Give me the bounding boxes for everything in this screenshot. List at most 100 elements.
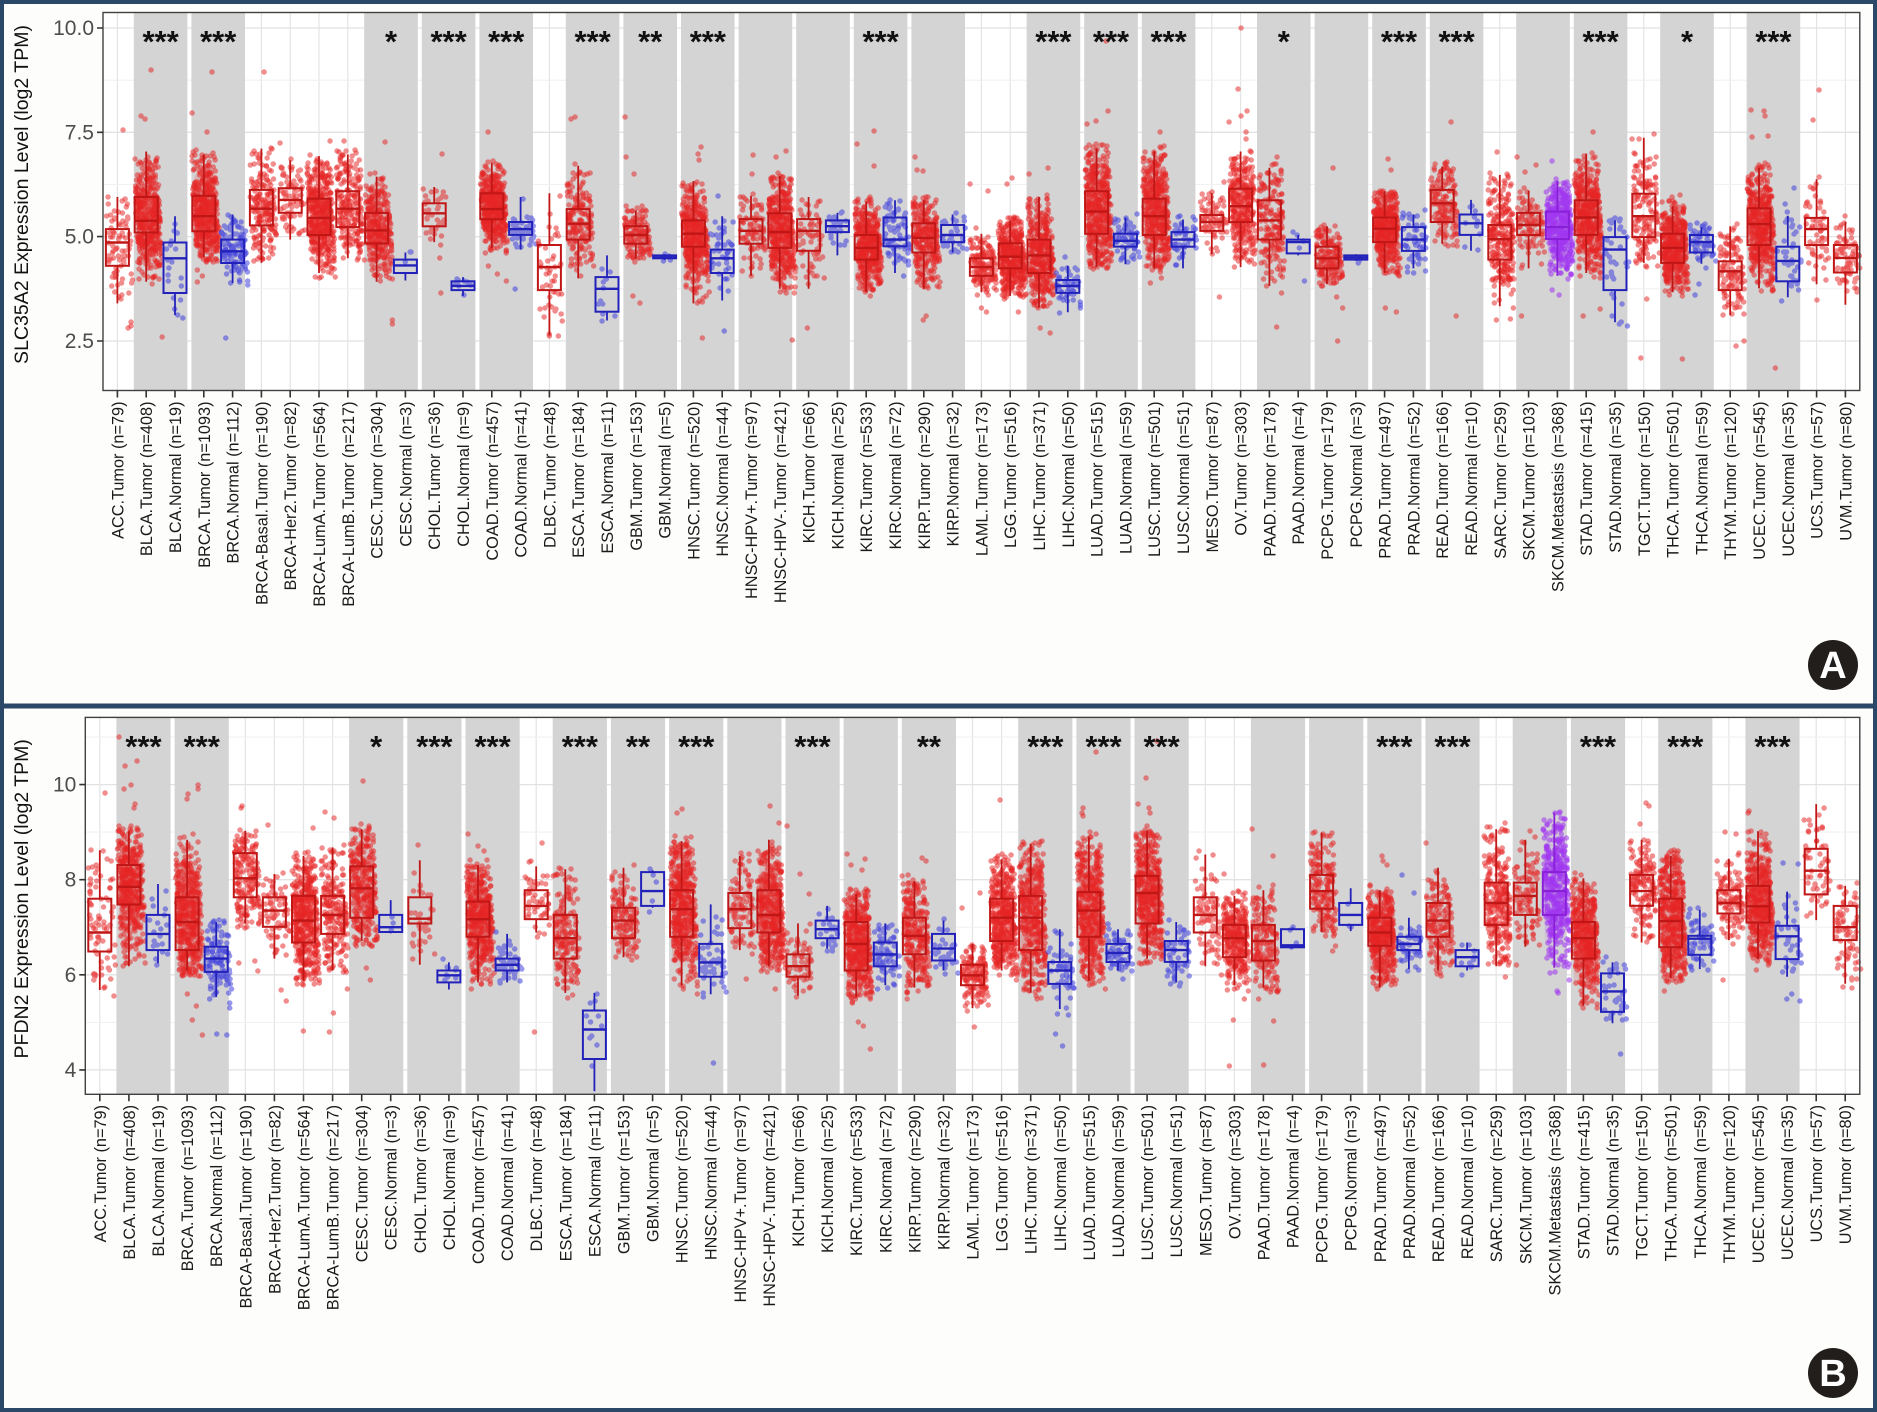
svg-text:BRCA-Her2.Tumor (n=82): BRCA-Her2.Tumor (n=82) bbox=[266, 1105, 284, 1294]
svg-text:STAD.Normal (n=35): STAD.Normal (n=35) bbox=[1607, 402, 1625, 553]
svg-text:CHOL.Normal (n=9): CHOL.Normal (n=9) bbox=[455, 402, 473, 547]
svg-text:PRAD.Tumor (n=497): PRAD.Tumor (n=497) bbox=[1372, 1105, 1390, 1262]
svg-text:OV.Tumor (n=303): OV.Tumor (n=303) bbox=[1226, 1105, 1244, 1239]
svg-text:PAAD.Normal (n=4): PAAD.Normal (n=4) bbox=[1285, 1105, 1303, 1248]
svg-text:HNSC-HPV-.Tumor (n=421): HNSC-HPV-.Tumor (n=421) bbox=[761, 1105, 779, 1307]
svg-text:***: *** bbox=[1035, 24, 1072, 59]
svg-text:5.0: 5.0 bbox=[65, 226, 94, 249]
svg-text:KIRP.Tumor (n=290): KIRP.Tumor (n=290) bbox=[916, 402, 934, 550]
svg-text:CESC.Normal (n=3): CESC.Normal (n=3) bbox=[383, 1105, 401, 1250]
svg-text:CHOL.Tumor (n=36): CHOL.Tumor (n=36) bbox=[412, 1105, 430, 1253]
svg-text:CESC.Normal (n=3): CESC.Normal (n=3) bbox=[397, 402, 415, 547]
svg-text:***: *** bbox=[142, 24, 179, 59]
svg-text:HNSC-HPV+.Tumor (n=97): HNSC-HPV+.Tumor (n=97) bbox=[743, 402, 761, 600]
svg-text:LAML.Tumor (n=173): LAML.Tumor (n=173) bbox=[973, 402, 991, 557]
svg-text:SKCM.Metastasis (n=368): SKCM.Metastasis (n=368) bbox=[1546, 1105, 1564, 1295]
svg-text:6: 6 bbox=[65, 964, 77, 987]
svg-text:LUSC.Tumor (n=501): LUSC.Tumor (n=501) bbox=[1139, 1105, 1157, 1260]
svg-text:HNSC.Tumor (n=520): HNSC.Tumor (n=520) bbox=[674, 1105, 692, 1263]
svg-text:***: *** bbox=[1150, 24, 1187, 59]
svg-text:STAD.Normal (n=35): STAD.Normal (n=35) bbox=[1605, 1105, 1623, 1256]
svg-text:KIRC.Tumor (n=533): KIRC.Tumor (n=533) bbox=[848, 1105, 866, 1256]
svg-text:UCEC.Tumor (n=545): UCEC.Tumor (n=545) bbox=[1750, 1105, 1768, 1263]
svg-text:4: 4 bbox=[65, 1059, 77, 1082]
svg-text:8: 8 bbox=[65, 869, 77, 892]
svg-text:*: * bbox=[385, 24, 398, 59]
svg-text:STAD.Tumor (n=415): STAD.Tumor (n=415) bbox=[1575, 1105, 1593, 1259]
svg-text:THYM.Tumor (n=120): THYM.Tumor (n=120) bbox=[1721, 1105, 1739, 1263]
svg-text:LUSC.Normal (n=51): LUSC.Normal (n=51) bbox=[1168, 1105, 1186, 1257]
svg-text:*: * bbox=[1278, 24, 1291, 59]
svg-text:BRCA.Normal (n=112): BRCA.Normal (n=112) bbox=[208, 1105, 226, 1267]
svg-text:*: * bbox=[370, 729, 383, 764]
svg-text:***: *** bbox=[1381, 24, 1418, 59]
svg-text:GBM.Tumor (n=153): GBM.Tumor (n=153) bbox=[628, 402, 646, 551]
svg-text:SKCM.Metastasis (n=368): SKCM.Metastasis (n=368) bbox=[1549, 402, 1567, 592]
svg-text:MESO.Tumor (n=87): MESO.Tumor (n=87) bbox=[1197, 1105, 1215, 1256]
svg-text:**: ** bbox=[626, 729, 651, 764]
svg-text:CHOL.Normal (n=9): CHOL.Normal (n=9) bbox=[441, 1105, 459, 1250]
svg-text:***: *** bbox=[488, 24, 525, 59]
svg-text:UCEC.Normal (n=35): UCEC.Normal (n=35) bbox=[1779, 1105, 1797, 1260]
svg-text:DLBC.Tumor (n=48): DLBC.Tumor (n=48) bbox=[541, 402, 559, 548]
svg-text:KICH.Normal (n=25): KICH.Normal (n=25) bbox=[819, 1105, 837, 1253]
svg-text:KICH.Normal (n=25): KICH.Normal (n=25) bbox=[829, 402, 847, 550]
svg-text:KIRC.Tumor (n=533): KIRC.Tumor (n=533) bbox=[858, 402, 876, 553]
svg-text:UCEC.Normal (n=35): UCEC.Normal (n=35) bbox=[1780, 402, 1798, 557]
svg-text:BRCA-Basal.Tumor (n=190): BRCA-Basal.Tumor (n=190) bbox=[237, 1105, 255, 1308]
svg-text:***: *** bbox=[1434, 729, 1471, 764]
svg-text:***: *** bbox=[690, 24, 727, 59]
svg-text:***: *** bbox=[574, 24, 611, 59]
svg-text:THCA.Tumor (n=501): THCA.Tumor (n=501) bbox=[1663, 1105, 1681, 1261]
svg-text:ESCA.Tumor (n=184): ESCA.Tumor (n=184) bbox=[570, 402, 588, 558]
svg-text:LGG.Tumor (n=516): LGG.Tumor (n=516) bbox=[994, 1105, 1012, 1251]
svg-text:BLCA.Normal (n=19): BLCA.Normal (n=19) bbox=[150, 1105, 168, 1257]
svg-text:PFDN2 Expression Level (log2 T: PFDN2 Expression Level (log2 TPM) bbox=[11, 739, 33, 1058]
svg-text:UCS.Tumor (n=57): UCS.Tumor (n=57) bbox=[1809, 402, 1827, 539]
svg-text:THCA.Tumor (n=501): THCA.Tumor (n=501) bbox=[1665, 402, 1683, 558]
svg-text:***: *** bbox=[794, 729, 831, 764]
svg-text:BRCA.Tumor (n=1093): BRCA.Tumor (n=1093) bbox=[179, 1105, 197, 1271]
svg-text:PRAD.Normal (n=52): PRAD.Normal (n=52) bbox=[1405, 402, 1423, 556]
svg-text:LAML.Tumor (n=173): LAML.Tumor (n=173) bbox=[965, 1105, 983, 1260]
svg-text:LIHC.Tumor (n=371): LIHC.Tumor (n=371) bbox=[1023, 1105, 1041, 1254]
svg-text:***: *** bbox=[1755, 24, 1792, 59]
svg-text:PCPG.Tumor (n=179): PCPG.Tumor (n=179) bbox=[1319, 402, 1337, 560]
svg-text:KIRP.Tumor (n=290): KIRP.Tumor (n=290) bbox=[906, 1105, 924, 1253]
svg-text:KIRP.Normal (n=32): KIRP.Normal (n=32) bbox=[936, 1105, 954, 1250]
svg-text:BRCA.Normal (n=112): BRCA.Normal (n=112) bbox=[225, 402, 243, 564]
svg-text:CESC.Tumor (n=304): CESC.Tumor (n=304) bbox=[369, 402, 387, 559]
svg-text:HNSC-HPV-.Tumor (n=421): HNSC-HPV-.Tumor (n=421) bbox=[772, 402, 790, 604]
svg-text:UVM.Tumor (n=80): UVM.Tumor (n=80) bbox=[1837, 402, 1855, 541]
svg-text:KIRC.Normal (n=72): KIRC.Normal (n=72) bbox=[887, 402, 905, 550]
svg-text:SKCM.Tumor (n=103): SKCM.Tumor (n=103) bbox=[1517, 1105, 1535, 1264]
svg-text:***: *** bbox=[1438, 24, 1475, 59]
svg-text:THYM.Tumor (n=120): THYM.Tumor (n=120) bbox=[1722, 402, 1740, 560]
svg-text:UVM.Tumor (n=80): UVM.Tumor (n=80) bbox=[1837, 1105, 1855, 1244]
svg-text:GBM.Normal (n=5): GBM.Normal (n=5) bbox=[645, 1105, 663, 1242]
svg-text:***: *** bbox=[1093, 24, 1130, 59]
svg-text:***: *** bbox=[1580, 729, 1617, 764]
svg-text:LIHC.Normal (n=50): LIHC.Normal (n=50) bbox=[1060, 402, 1078, 548]
svg-text:***: *** bbox=[416, 729, 453, 764]
svg-text:GBM.Normal (n=5): GBM.Normal (n=5) bbox=[657, 402, 675, 539]
svg-text:BLCA.Tumor (n=408): BLCA.Tumor (n=408) bbox=[121, 1105, 139, 1260]
svg-text:10: 10 bbox=[53, 774, 76, 797]
svg-text:TGCT.Tumor (n=150): TGCT.Tumor (n=150) bbox=[1634, 1105, 1652, 1260]
svg-text:B: B bbox=[1819, 1353, 1846, 1395]
svg-text:***: *** bbox=[678, 729, 715, 764]
svg-text:2.5: 2.5 bbox=[65, 330, 94, 353]
svg-text:HNSC.Normal (n=44): HNSC.Normal (n=44) bbox=[703, 1105, 721, 1260]
svg-text:DLBC.Tumor (n=48): DLBC.Tumor (n=48) bbox=[528, 1105, 546, 1251]
svg-text:READ.Tumor (n=166): READ.Tumor (n=166) bbox=[1434, 402, 1452, 559]
svg-text:BLCA.Tumor (n=408): BLCA.Tumor (n=408) bbox=[138, 402, 156, 557]
svg-text:READ.Normal (n=10): READ.Normal (n=10) bbox=[1459, 1105, 1477, 1259]
svg-text:***: *** bbox=[1582, 24, 1619, 59]
svg-text:LGG.Tumor (n=516): LGG.Tumor (n=516) bbox=[1002, 402, 1020, 548]
svg-text:LIHC.Normal (n=50): LIHC.Normal (n=50) bbox=[1052, 1105, 1070, 1251]
svg-text:***: *** bbox=[200, 24, 237, 59]
svg-text:READ.Normal (n=10): READ.Normal (n=10) bbox=[1463, 402, 1481, 556]
svg-text:***: *** bbox=[1143, 729, 1180, 764]
svg-text:BLCA.Normal (n=19): BLCA.Normal (n=19) bbox=[167, 402, 185, 554]
svg-text:7.5: 7.5 bbox=[65, 121, 94, 144]
